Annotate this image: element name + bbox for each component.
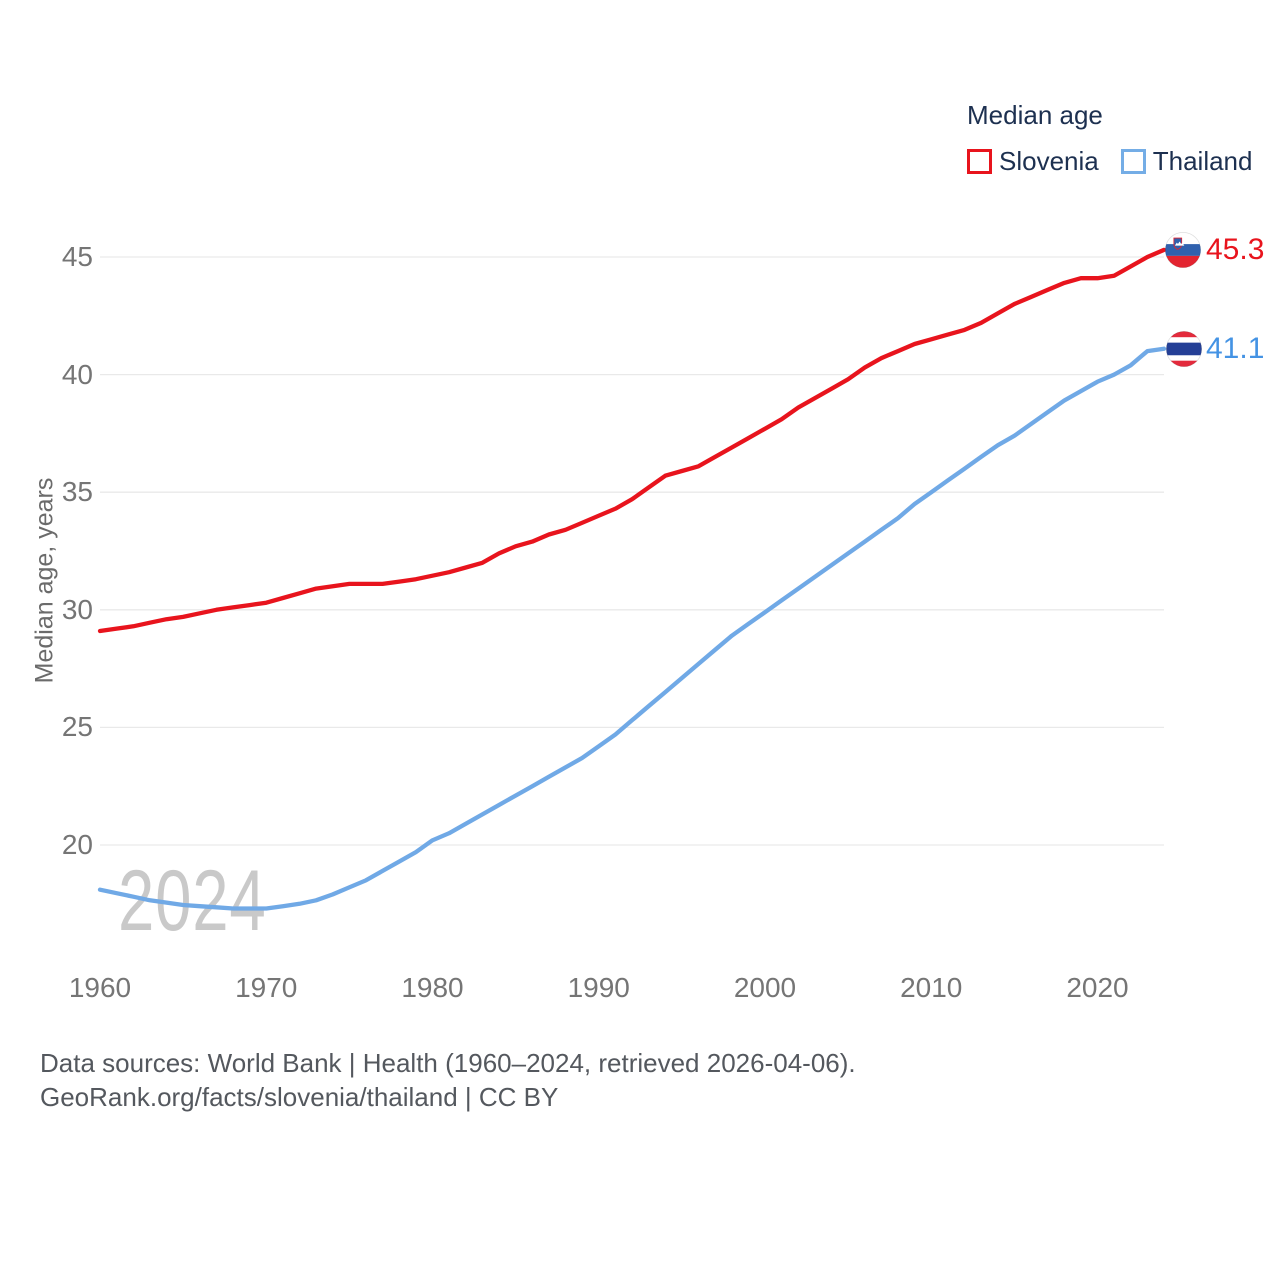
footer-sources: Data sources: World Bank | Health (1960–… <box>40 1048 856 1078</box>
x-tick-label: 2000 <box>733 972 797 1003</box>
thailand-flag-icon <box>1165 330 1203 368</box>
y-tick-label: 25 <box>61 711 93 743</box>
footer-attribution[interactable]: GeoRank.org/facts/slovenia/thailand | CC… <box>40 1082 559 1112</box>
legend-title: Median age <box>967 100 1103 130</box>
y-tick-label: 40 <box>61 358 93 390</box>
x-tick-label: 2020 <box>1066 972 1129 1003</box>
thailand-line[interactable] <box>97 346 1167 911</box>
y-tick-label: 35 <box>61 476 93 508</box>
x-tick-label: 1960 <box>68 972 132 1003</box>
x-tick-label: 1990 <box>567 972 630 1003</box>
x-tick-label: 2010 <box>900 972 963 1003</box>
y-tick-label: 30 <box>61 593 93 625</box>
legend: Median age Slovenia Thailand <box>967 100 1252 177</box>
legend-swatch-thailand[interactable] <box>1120 149 1146 174</box>
x-tick-label: 1970 <box>235 972 298 1003</box>
y-tick-label: 20 <box>61 829 93 860</box>
x-tick-label: 1980 <box>401 972 464 1003</box>
slovenia-end-value: 45.3 <box>1206 233 1265 266</box>
watermark-year: 2024 <box>118 853 267 949</box>
legend-row: Slovenia Thailand <box>967 146 1252 177</box>
thailand-end-value: 41.1 <box>1206 332 1265 365</box>
legend-label-thailand[interactable]: Thailand <box>1152 146 1253 176</box>
y-tick-label: 45 <box>61 241 93 272</box>
slovenia-line[interactable] <box>97 247 1167 634</box>
legend-label-slovenia[interactable]: Slovenia <box>999 146 1099 176</box>
legend-swatch-slovenia[interactable] <box>967 149 992 174</box>
slovenia-flag-icon <box>1164 231 1202 269</box>
